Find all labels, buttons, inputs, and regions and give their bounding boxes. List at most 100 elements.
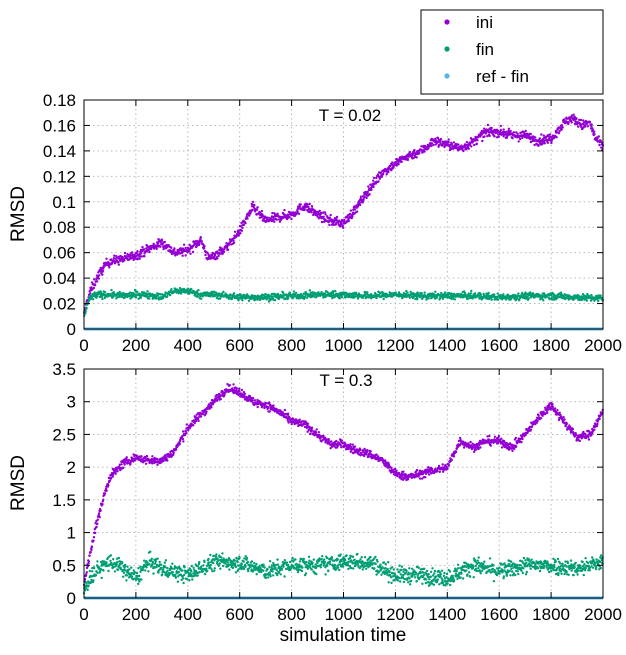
data-point xyxy=(328,438,330,440)
data-point xyxy=(459,437,461,439)
data-point xyxy=(92,298,94,300)
data-point xyxy=(575,434,577,436)
data-point xyxy=(530,428,532,430)
data-point xyxy=(177,581,179,583)
data-point xyxy=(322,435,324,437)
data-point xyxy=(203,247,205,249)
data-point xyxy=(350,209,352,211)
data-point xyxy=(328,224,330,226)
data-point xyxy=(188,579,190,581)
data-point xyxy=(519,138,521,140)
data-point xyxy=(438,144,440,146)
data-point xyxy=(309,289,311,291)
data-point xyxy=(130,566,132,568)
data-point xyxy=(201,240,203,242)
data-point xyxy=(413,149,415,151)
data-point xyxy=(274,299,276,301)
data-point xyxy=(110,477,112,479)
data-point xyxy=(140,297,142,299)
data-point xyxy=(102,569,104,571)
data-point xyxy=(367,191,369,193)
data-point xyxy=(261,210,263,212)
data-point xyxy=(178,442,180,444)
data-point xyxy=(166,459,168,461)
data-point xyxy=(577,125,579,127)
data-point xyxy=(143,255,145,257)
panel-annotation: T = 0.02 xyxy=(319,106,382,125)
data-point xyxy=(534,136,536,138)
data-point xyxy=(138,580,140,582)
data-point xyxy=(598,144,600,146)
data-point xyxy=(118,557,120,559)
data-point xyxy=(117,261,119,263)
data-point xyxy=(99,509,101,511)
data-point xyxy=(373,177,375,179)
data-point xyxy=(101,503,103,505)
data-point xyxy=(105,490,107,492)
data-point xyxy=(498,435,500,437)
data-point xyxy=(99,516,101,518)
data-point xyxy=(537,414,539,416)
data-point xyxy=(205,567,207,569)
data-point xyxy=(219,253,221,255)
data-point xyxy=(112,558,114,560)
data-point xyxy=(202,570,204,572)
data-point xyxy=(293,290,295,292)
x-tick-label: 1400 xyxy=(428,336,466,355)
data-point xyxy=(575,117,577,119)
data-point xyxy=(153,243,155,245)
data-point xyxy=(540,417,542,419)
data-point xyxy=(149,551,151,553)
data-point xyxy=(200,566,202,568)
data-point xyxy=(202,564,204,566)
data-point xyxy=(550,142,552,144)
data-point xyxy=(102,499,104,501)
data-point xyxy=(115,473,117,475)
data-point xyxy=(503,128,505,130)
data-point xyxy=(182,438,184,440)
data-point xyxy=(397,163,399,165)
data-point xyxy=(418,152,420,154)
data-point xyxy=(304,209,306,211)
data-point xyxy=(588,438,590,440)
data-point xyxy=(160,567,162,569)
data-point xyxy=(391,161,393,163)
data-point xyxy=(256,209,258,211)
data-point xyxy=(517,292,519,294)
data-point xyxy=(336,216,338,218)
data-point xyxy=(370,450,372,452)
data-point xyxy=(501,446,503,448)
legend-marker-ini xyxy=(444,19,449,24)
data-point xyxy=(587,436,589,438)
data-point xyxy=(571,121,573,123)
data-point xyxy=(476,143,478,145)
data-point xyxy=(300,203,302,205)
data-point xyxy=(199,571,201,573)
data-point xyxy=(146,455,148,457)
data-point xyxy=(580,119,582,121)
data-point xyxy=(332,292,334,294)
data-point xyxy=(93,536,95,538)
data-point xyxy=(217,255,219,257)
data-point xyxy=(213,570,215,572)
data-point xyxy=(96,572,98,574)
data-point xyxy=(122,576,124,578)
legend-label-fin: fin xyxy=(476,40,494,59)
data-point xyxy=(137,583,139,585)
data-point xyxy=(197,420,199,422)
data-point xyxy=(275,408,277,410)
data-point xyxy=(151,558,153,560)
x-tick-label: 1000 xyxy=(325,336,363,355)
data-point xyxy=(244,393,246,395)
data-point xyxy=(490,127,492,129)
data-point xyxy=(104,492,106,494)
data-point xyxy=(93,287,95,289)
data-point xyxy=(287,413,289,415)
data-point xyxy=(481,140,483,142)
data-point xyxy=(406,292,408,294)
data-point xyxy=(148,297,150,299)
data-point xyxy=(409,151,411,153)
data-point xyxy=(165,559,167,561)
data-point xyxy=(123,572,125,574)
